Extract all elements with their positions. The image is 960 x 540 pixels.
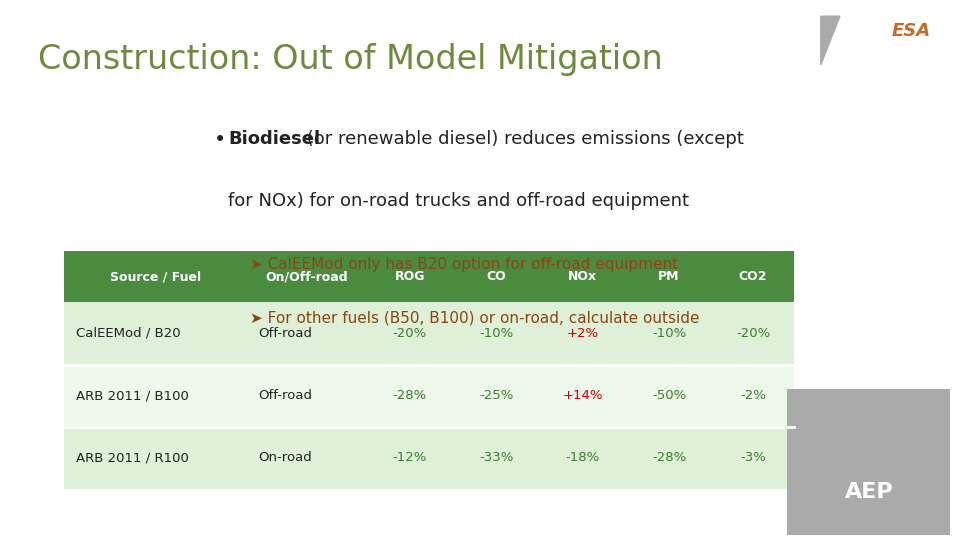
Text: Off-road: Off-road xyxy=(258,389,312,402)
Text: -3%: -3% xyxy=(740,451,766,464)
Text: +2%: +2% xyxy=(566,327,599,340)
Text: Source / Fuel: Source / Fuel xyxy=(110,270,201,284)
Bar xyxy=(247,364,367,427)
Polygon shape xyxy=(821,16,840,65)
Text: for NOx) for on-road trucks and off-road equipment: for NOx) for on-road trucks and off-road… xyxy=(228,192,689,210)
Text: ARB 2011 / B100: ARB 2011 / B100 xyxy=(76,389,189,402)
Bar xyxy=(367,251,453,302)
Bar xyxy=(247,251,367,302)
Text: AEP: AEP xyxy=(845,482,893,502)
Bar xyxy=(247,302,367,364)
Text: ESA: ESA xyxy=(892,22,931,39)
Bar xyxy=(540,302,626,364)
Bar xyxy=(712,302,794,364)
Text: On/Off-road: On/Off-road xyxy=(265,270,348,284)
Text: •: • xyxy=(214,130,227,150)
Text: ARB 2011 / R100: ARB 2011 / R100 xyxy=(76,451,189,464)
Text: CO: CO xyxy=(487,270,506,284)
Text: Construction: Out of Model Mitigation: Construction: Out of Model Mitigation xyxy=(38,43,663,76)
Text: Off-road: Off-road xyxy=(258,327,312,340)
Bar xyxy=(367,364,453,427)
Bar xyxy=(626,251,712,302)
Text: ➤ For other fuels (B50, B100) or on-road, calculate outside: ➤ For other fuels (B50, B100) or on-road… xyxy=(250,310,699,326)
Bar xyxy=(540,364,626,427)
Text: -28%: -28% xyxy=(652,451,686,464)
Bar xyxy=(64,251,247,302)
Text: -18%: -18% xyxy=(565,451,600,464)
Text: -20%: -20% xyxy=(736,327,770,340)
Bar xyxy=(64,302,247,364)
Text: -20%: -20% xyxy=(393,327,427,340)
Bar xyxy=(626,427,712,489)
Text: CalEEMod / B20: CalEEMod / B20 xyxy=(76,327,180,340)
Bar xyxy=(787,389,950,535)
Bar xyxy=(367,302,453,364)
Text: -25%: -25% xyxy=(479,389,514,402)
Text: +14%: +14% xyxy=(563,389,603,402)
Bar xyxy=(712,427,794,489)
Bar xyxy=(712,251,794,302)
Bar xyxy=(540,251,626,302)
Bar xyxy=(64,364,247,427)
Text: ➤ CalEEMod only has B20 option for off-road equipment: ➤ CalEEMod only has B20 option for off-r… xyxy=(250,256,678,272)
Bar xyxy=(540,427,626,489)
Text: -50%: -50% xyxy=(652,389,686,402)
Text: NOx: NOx xyxy=(568,270,597,284)
Text: -2%: -2% xyxy=(740,389,766,402)
Bar xyxy=(626,302,712,364)
Bar xyxy=(453,251,540,302)
Bar xyxy=(712,364,794,427)
Text: ROG: ROG xyxy=(395,270,425,284)
Text: -33%: -33% xyxy=(479,451,514,464)
Text: PM: PM xyxy=(659,270,680,284)
Bar xyxy=(453,427,540,489)
Bar xyxy=(64,427,247,489)
Bar xyxy=(247,427,367,489)
Text: -28%: -28% xyxy=(393,389,427,402)
Text: On-road: On-road xyxy=(258,451,312,464)
Bar xyxy=(626,364,712,427)
Text: -10%: -10% xyxy=(652,327,686,340)
Text: CO2: CO2 xyxy=(739,270,767,284)
Text: (or renewable diesel) reduces emissions (except: (or renewable diesel) reduces emissions … xyxy=(301,130,744,147)
Bar xyxy=(453,302,540,364)
Text: Biodiesel: Biodiesel xyxy=(228,130,321,147)
Text: -10%: -10% xyxy=(479,327,514,340)
Text: -12%: -12% xyxy=(393,451,427,464)
Bar xyxy=(453,364,540,427)
Bar xyxy=(367,427,453,489)
